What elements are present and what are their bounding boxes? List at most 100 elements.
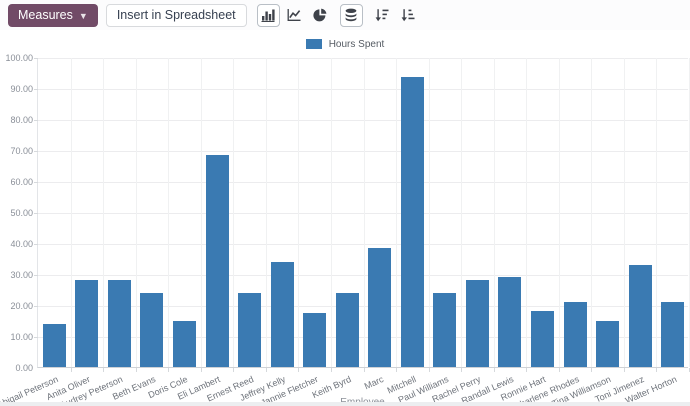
bar[interactable]: [531, 311, 555, 367]
y-tick-label: 100.00: [5, 53, 33, 63]
y-tick-mark: [34, 151, 38, 152]
y-tick-mark: [34, 89, 38, 90]
gridline-v: [428, 58, 430, 367]
y-tick-mark: [34, 244, 38, 245]
bar[interactable]: [140, 292, 164, 367]
measures-button[interactable]: Measures ▼: [8, 3, 98, 27]
gridline-h: [38, 306, 688, 307]
stacked-toggle[interactable]: [339, 3, 363, 27]
bar[interactable]: [563, 301, 587, 367]
bar[interactable]: [238, 292, 262, 367]
x-tick-mark: [461, 368, 463, 372]
gridline-v: [298, 58, 300, 367]
bar[interactable]: [465, 280, 489, 367]
bar[interactable]: [205, 154, 229, 367]
y-tick-label: 50.00: [10, 208, 33, 218]
gridline-v: [233, 58, 235, 367]
bar-chart-toggle[interactable]: [256, 3, 280, 27]
chart-type-toggle-group: [256, 3, 420, 27]
bar[interactable]: [303, 312, 327, 367]
y-tick-label: 0.00: [15, 363, 33, 373]
measures-label: Measures: [18, 8, 73, 22]
y-tick-mark: [34, 337, 38, 338]
x-tick-mark: [526, 368, 528, 372]
legend-label: Hours Spent: [328, 38, 385, 50]
bar[interactable]: [596, 320, 620, 367]
x-tick-mark: [135, 368, 137, 372]
gridline-v: [135, 58, 137, 367]
bottom-edge: [0, 402, 690, 406]
legend-item-hours-spent[interactable]: Hours Spent: [0, 37, 690, 51]
y-tick-mark: [34, 58, 38, 59]
x-tick-mark: [330, 368, 332, 372]
gridline-v: [200, 58, 202, 367]
line-chart-icon: [287, 9, 301, 21]
pie-chart-icon: [313, 8, 327, 22]
gridline-h: [38, 213, 688, 214]
x-tick-mark: [558, 368, 560, 372]
y-tick-label: 80.00: [10, 115, 33, 125]
x-axis-title: Employee: [37, 397, 688, 406]
x-tick-mark: [656, 368, 658, 372]
gridline-h: [38, 244, 688, 245]
gridline-v: [103, 58, 105, 367]
sort-descending-button[interactable]: [371, 4, 394, 27]
x-tick-mark: [265, 368, 267, 372]
caret-down-icon: ▼: [78, 11, 88, 21]
plot-area: [34, 58, 690, 372]
gridline-v: [168, 58, 170, 367]
x-tick-mark: [233, 368, 235, 372]
bar[interactable]: [172, 320, 196, 367]
bar[interactable]: [42, 323, 66, 367]
bar[interactable]: [400, 77, 424, 367]
x-tick-mark: [493, 368, 495, 372]
x-tick-mark: [396, 368, 398, 372]
x-tick-mark: [591, 368, 593, 372]
toolbar: Measures ▼ Insert in Spreadsheet: [0, 0, 690, 30]
gridline-v: [461, 58, 463, 367]
bar[interactable]: [107, 280, 131, 367]
gridline-v: [526, 58, 528, 367]
gridline-h: [38, 120, 688, 121]
chart-container: Hours Spent 0.00 10.00 20.00 30.00 40.00 50.0…: [0, 30, 690, 406]
y-tick-label: 30.00: [10, 270, 33, 280]
bar-chart-icon: [261, 9, 275, 22]
gridline-v: [363, 58, 365, 367]
gridline-v: [493, 58, 495, 367]
bar[interactable]: [335, 292, 359, 367]
x-tick-mark: [70, 368, 72, 372]
line-chart-toggle[interactable]: [283, 4, 306, 27]
gridline-h: [38, 182, 688, 183]
gridline-v: [623, 58, 625, 367]
bar[interactable]: [498, 277, 522, 367]
bar[interactable]: [433, 292, 457, 367]
y-tick-mark: [34, 306, 38, 307]
gridline-h: [38, 151, 688, 152]
x-tick-mark: [103, 368, 105, 372]
y-tick-mark: [34, 182, 38, 183]
x-tick-mark: [200, 368, 202, 372]
sort-ascending-button[interactable]: [397, 4, 420, 27]
gridline-v: [591, 58, 593, 367]
y-tick-label: 90.00: [10, 84, 33, 94]
bar[interactable]: [628, 264, 652, 367]
sort-amount-desc-icon: [375, 9, 389, 22]
bar[interactable]: [270, 261, 294, 367]
gridline-h: [38, 337, 688, 338]
legend-swatch: [305, 39, 322, 49]
x-tick-mark: [428, 368, 430, 372]
bar[interactable]: [75, 280, 99, 367]
pie-chart-toggle[interactable]: [309, 4, 332, 27]
y-tick-mark: [34, 120, 38, 121]
gridline-v: [656, 58, 658, 367]
gridline-v: [70, 58, 72, 367]
insert-in-spreadsheet-button[interactable]: Insert in Spreadsheet: [105, 3, 247, 27]
gridline-v: [558, 58, 560, 367]
gridline-h: [38, 58, 688, 59]
bar[interactable]: [661, 301, 685, 367]
sort-amount-asc-icon: [401, 9, 415, 22]
y-tick-label: 40.00: [10, 239, 33, 249]
bar[interactable]: [368, 247, 392, 367]
x-tick-mark: [168, 368, 170, 372]
y-tick-mark: [34, 275, 38, 276]
